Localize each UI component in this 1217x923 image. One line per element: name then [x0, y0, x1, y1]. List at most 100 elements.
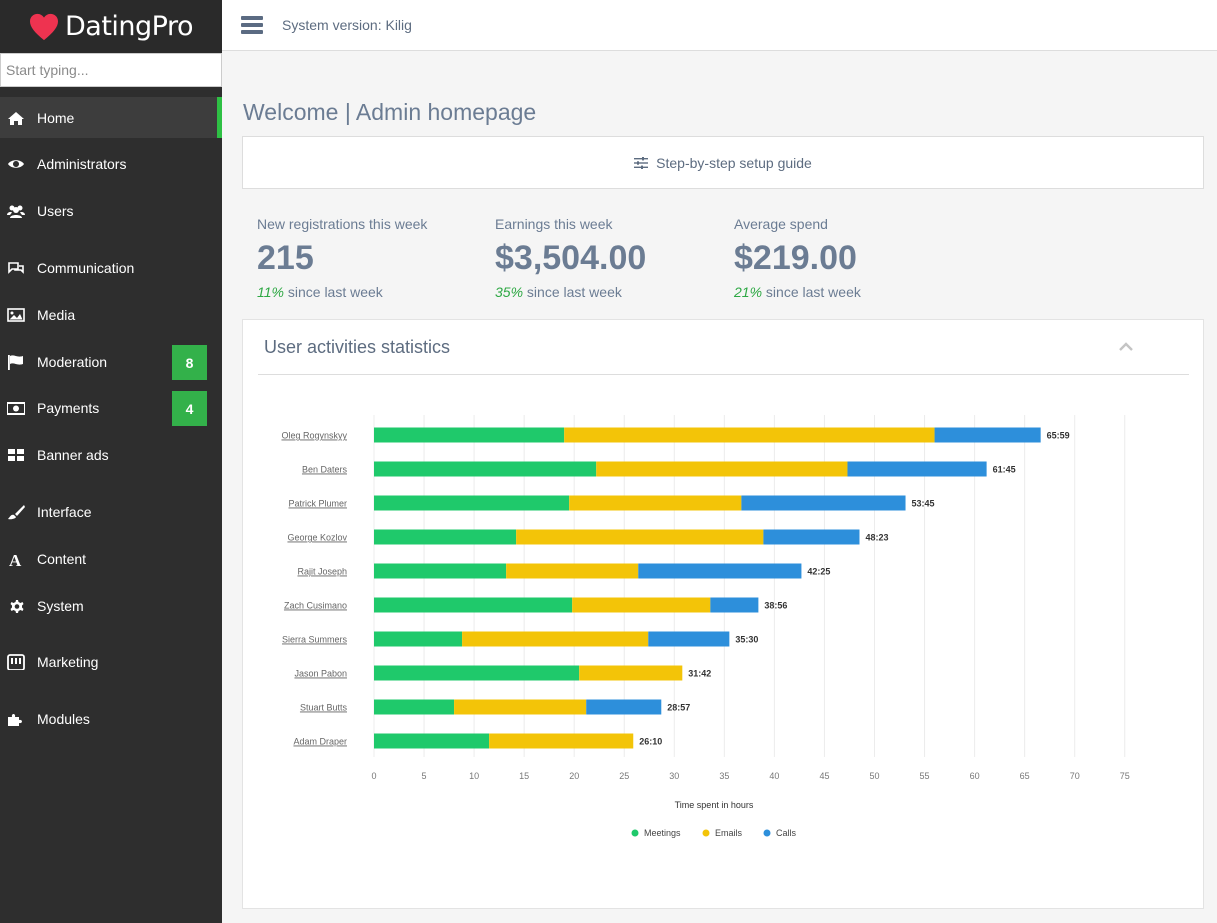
gear-icon	[7, 598, 37, 614]
brand-name: DatingPro	[64, 11, 194, 42]
category-label: Ben Daters	[302, 465, 348, 475]
legend-swatch-calls	[763, 829, 771, 837]
stat-change-percent: 35%	[495, 284, 524, 300]
bar-calls	[741, 495, 906, 511]
chevron-up-icon[interactable]	[1119, 342, 1133, 352]
x-tick-label: 35	[719, 771, 729, 781]
sidebar-item-moderation[interactable]: Moderation 8	[0, 341, 222, 382]
category-label: Sierra Summers	[282, 635, 348, 645]
x-tick-label: 60	[970, 771, 980, 781]
x-tick-label: 45	[819, 771, 829, 781]
sidebar-item-home[interactable]: Home	[0, 97, 222, 138]
bar-emails	[572, 597, 711, 613]
sidebar-item-label: Banner ads	[37, 446, 109, 463]
brand-logo[interactable]: DatingPro	[0, 0, 222, 53]
stat-value: 215	[257, 239, 314, 277]
flag-icon	[7, 354, 37, 370]
stat-label: Average spend	[734, 216, 828, 232]
sidebar: DatingPro Home Administrators Users Communi…	[0, 0, 222, 923]
sliders-icon	[634, 156, 649, 169]
stat-change-percent: 11%	[257, 284, 284, 300]
bar-meetings	[374, 631, 463, 647]
marketing-icon	[7, 653, 37, 670]
category-label: Rajit Joseph	[297, 567, 347, 577]
stat-change: 11% since last week	[257, 284, 427, 300]
system-version: System version: Kilig	[282, 17, 412, 33]
topbar: System version: Kilig	[222, 0, 1217, 51]
bar-meetings	[374, 699, 455, 715]
x-tick-label: 40	[769, 771, 779, 781]
bar-meetings	[374, 495, 570, 511]
sidebar-item-label: Administrators	[37, 155, 127, 172]
sidebar-item-marketing[interactable]: Marketing	[0, 641, 222, 682]
bar-calls	[847, 461, 987, 477]
x-tick-label: 30	[669, 771, 679, 781]
puzzle-icon	[7, 711, 37, 727]
category-label: Adam Draper	[293, 737, 347, 747]
sidebar-item-label: System	[37, 597, 84, 614]
sidebar-item-label: Modules	[37, 710, 90, 727]
x-tick-label: 25	[619, 771, 629, 781]
stat-change: 35% since last week	[495, 284, 646, 300]
image-icon	[7, 307, 37, 323]
stat-new-registrations: New registrations this week 215 11% sinc…	[257, 216, 427, 300]
total-label: 26:10	[639, 737, 662, 747]
sidebar-item-administrators[interactable]: Administrators	[0, 143, 222, 184]
sidebar-search	[0, 53, 222, 87]
x-tick-label: 75	[1120, 771, 1130, 781]
stat-change: 21% since last week	[734, 284, 861, 300]
bar-meetings	[374, 597, 573, 613]
sidebar-item-media[interactable]: Media	[0, 294, 222, 335]
bar-calls	[710, 597, 759, 613]
total-label: 65:59	[1047, 431, 1070, 441]
home-icon	[7, 110, 37, 126]
sidebar-item-label: Content	[37, 550, 87, 567]
legend-swatch-emails	[702, 829, 710, 837]
bar-calls	[586, 699, 662, 715]
sidebar-item-users[interactable]: Users	[0, 190, 222, 231]
total-label: 53:45	[912, 499, 935, 509]
users-icon	[7, 203, 37, 219]
total-label: 31:42	[688, 669, 711, 679]
category-label: Zach Cusimano	[284, 601, 347, 611]
sidebar-item-content[interactable]: A Content	[0, 538, 222, 579]
category-label: George Kozlov	[287, 533, 347, 543]
stat-value: $3,504.00	[495, 239, 647, 277]
sidebar-item-label: Media	[37, 306, 76, 323]
menu-toggle-icon[interactable]	[241, 16, 263, 34]
setup-guide-label: Step-by-step setup guide	[656, 154, 812, 171]
grid-icon	[7, 447, 37, 463]
activities-chart: Oleg Rogynskyy 65:59 Ben Daters 61:45 Patric…	[281, 415, 1130, 838]
bar-meetings	[374, 563, 507, 579]
sidebar-item-communication[interactable]: Communication	[0, 247, 222, 288]
chat-icon	[7, 260, 37, 276]
category-label: Oleg Rogynskyy	[281, 431, 347, 441]
svg-text:A: A	[9, 551, 22, 567]
sidebar-item-system[interactable]: System	[0, 585, 222, 626]
sidebar-item-payments[interactable]: Payments 4	[0, 387, 222, 428]
sidebar-item-label: Marketing	[37, 653, 99, 670]
sidebar-item-banner-ads[interactable]: Banner ads	[0, 434, 222, 475]
stat-change-text: since last week	[283, 284, 383, 300]
stat-change-percent: 21%	[734, 284, 763, 300]
sidebar-item-label: Communication	[37, 259, 135, 276]
total-label: 61:45	[993, 465, 1016, 475]
money-icon	[7, 400, 37, 416]
page-title: Welcome | Admin homepage	[243, 99, 537, 125]
panel-title: User activities statistics	[264, 336, 451, 357]
sidebar-item-interface[interactable]: Interface	[0, 491, 222, 532]
bar-meetings	[374, 665, 580, 681]
sidebar-menu: Home Administrators Users Communication Medi…	[0, 97, 222, 739]
stat-earnings: Earnings this week $3,504.00 35% since l…	[495, 216, 646, 300]
stat-average-spend: Average spend $219.00 21% since last wee…	[734, 216, 861, 300]
sidebar-item-label: Moderation	[37, 353, 108, 370]
setup-guide-button[interactable]: Step-by-step setup guide	[242, 136, 1204, 189]
bar-emails	[506, 563, 639, 579]
sidebar-item-modules[interactable]: Modules	[0, 698, 222, 739]
count-badge: 8	[172, 345, 207, 380]
x-tick-label: 10	[469, 771, 479, 781]
stat-change-text: since last week	[762, 284, 861, 300]
stat-change-text: since last week	[523, 284, 622, 300]
bar-meetings	[374, 529, 517, 545]
search-input[interactable]	[6, 62, 216, 78]
